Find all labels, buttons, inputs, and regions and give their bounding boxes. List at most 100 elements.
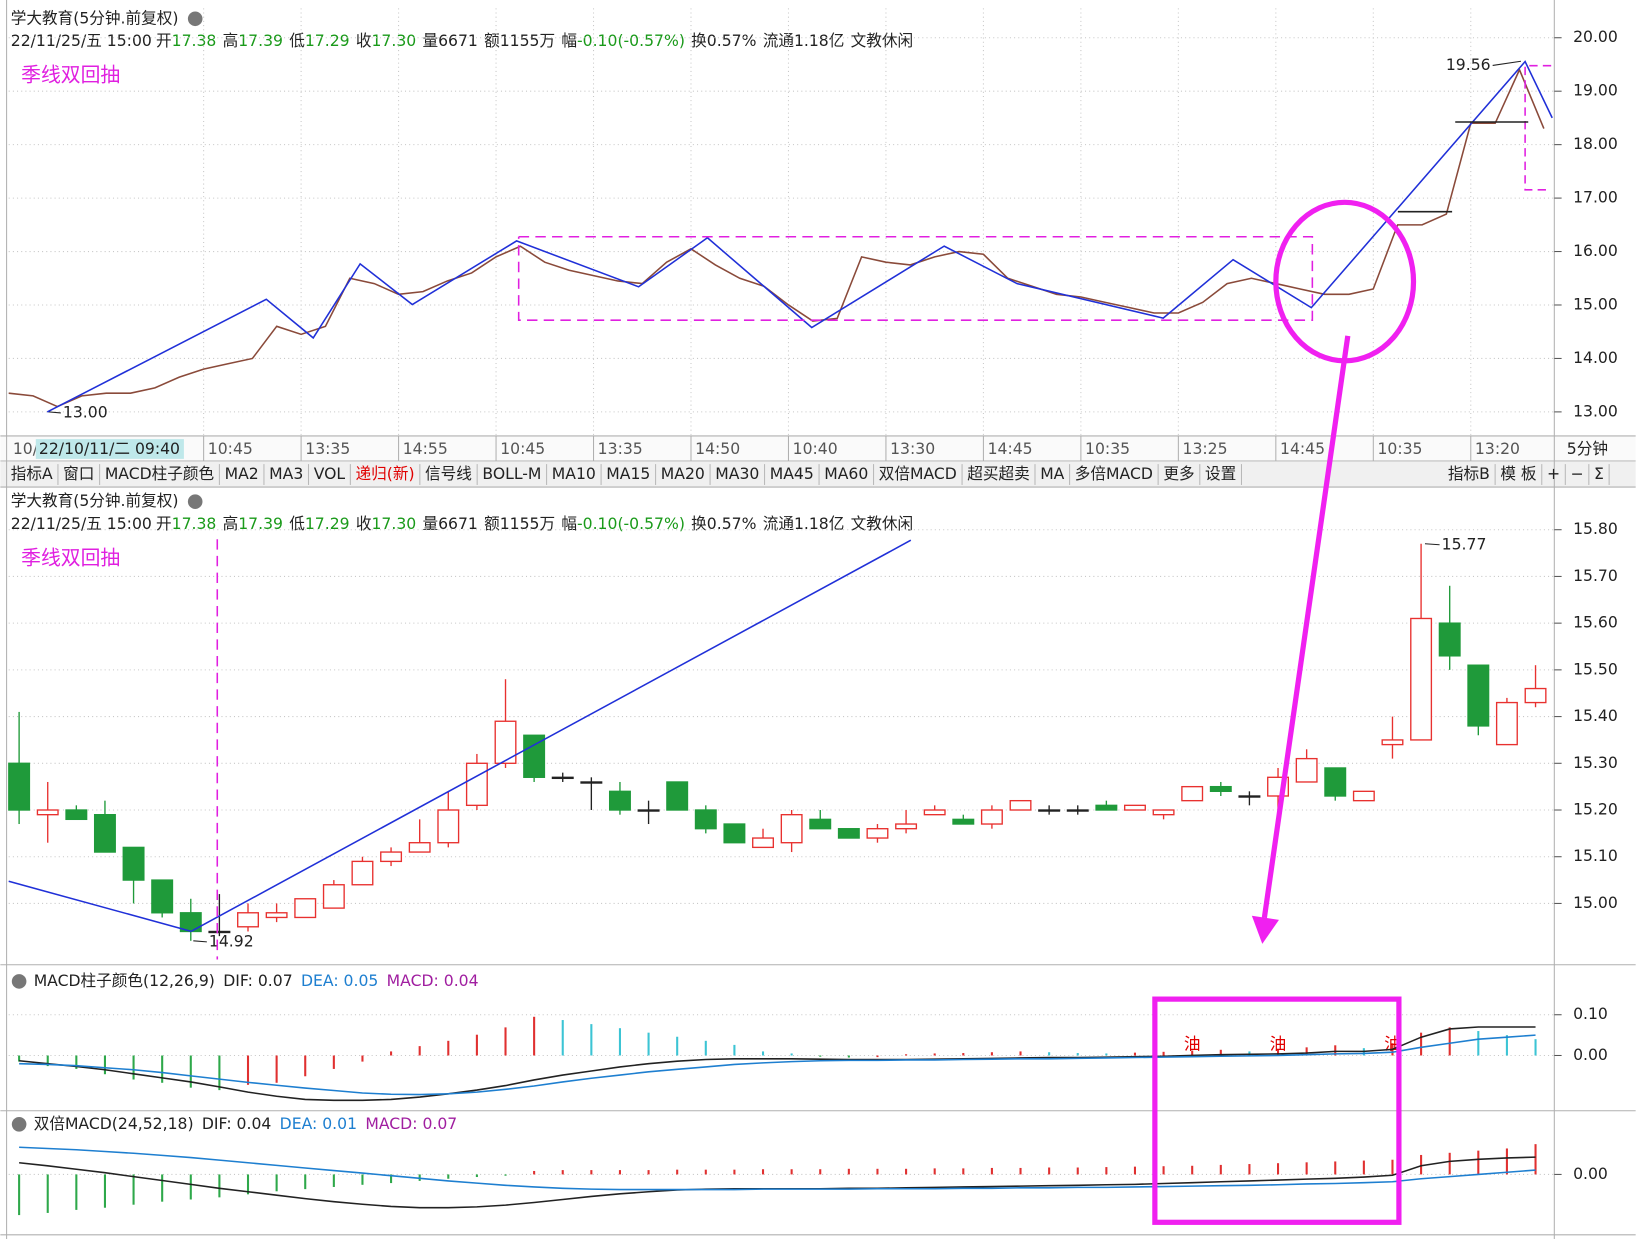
toolbar-band <box>0 462 1636 488</box>
y-tick-label: 0.00 <box>1573 1164 1608 1183</box>
toolbar-button[interactable]: 模 板 <box>1500 464 1537 483</box>
toolbar-button[interactable]: 指标A <box>11 464 53 483</box>
y-tick-label: 0.10 <box>1573 1004 1608 1023</box>
highlight-box <box>1152 996 1402 1225</box>
quote-label: 开 <box>156 514 172 533</box>
panel-icon[interactable] <box>11 1116 27 1132</box>
toolbar-button[interactable]: MA10 <box>552 464 596 483</box>
quote-label: 幅 <box>561 31 577 50</box>
candle-body <box>93 814 116 853</box>
x-tick-label: 10:35 <box>1377 439 1422 458</box>
toolbar-button[interactable]: + <box>1547 464 1560 483</box>
quote-value: 6671 <box>438 31 478 50</box>
candle-body <box>1467 664 1490 727</box>
y-tick-label: 15.00 <box>1573 893 1618 912</box>
candle-body <box>780 814 803 844</box>
quote-label: 额 <box>484 31 500 50</box>
x-tick-label: 14:55 <box>403 439 448 458</box>
quote-label: 换 <box>691 31 707 50</box>
x-tick-label: 14:45 <box>1280 439 1325 458</box>
cursor-label: 22/10/11/二 09:40 <box>39 439 180 458</box>
dropdown-icon[interactable] <box>187 11 203 27</box>
quote-value: 17.29 <box>305 514 350 533</box>
indicator-title: MACD柱子颜色(12,26,9) <box>34 971 215 990</box>
y-tick-label: 15.60 <box>1573 613 1618 632</box>
quote-value: 0.57% <box>707 514 757 533</box>
toolbar-button[interactable]: MA3 <box>269 464 303 483</box>
legend-item: DEA: 0.01 <box>280 1114 357 1133</box>
toolbar-button[interactable]: MA60 <box>824 464 868 483</box>
quote-value: 17.30 <box>371 31 416 50</box>
period-label: 5分钟 <box>1567 439 1608 458</box>
candle-body <box>1295 757 1318 783</box>
candle-body <box>1095 804 1118 811</box>
candle-body <box>523 734 546 778</box>
candle-body <box>1324 767 1347 797</box>
indicator-line <box>19 1146 1536 1191</box>
toolbar-button[interactable]: 信号线 <box>425 464 472 483</box>
trend-line <box>190 539 912 933</box>
toolbar-button[interactable]: 更多 <box>1163 464 1194 483</box>
quote-label: 高 <box>223 514 239 533</box>
candle-body <box>237 912 259 928</box>
candle-body <box>1238 795 1261 798</box>
quote-value: 17.39 <box>238 514 283 533</box>
candle-body <box>1066 809 1089 812</box>
toolbar-button[interactable]: 指标B <box>1448 464 1490 483</box>
toolbar-button[interactable]: 双倍MACD <box>879 464 957 483</box>
quote-value: 1155万 <box>500 31 555 50</box>
toolbar-button[interactable]: MA <box>1040 464 1064 483</box>
toolbar-button[interactable]: MACD柱子颜色 <box>105 464 215 483</box>
candle-body <box>637 809 660 812</box>
x-tick-label: 10/ <box>13 439 39 458</box>
annotation-label: 13.00 <box>63 402 108 421</box>
candle-body <box>322 884 345 909</box>
toolbar-button[interactable]: 多倍MACD <box>1075 464 1153 483</box>
panel-icon[interactable] <box>11 974 27 989</box>
quote-label: 收 <box>356 31 372 50</box>
candle-body <box>265 912 288 919</box>
cursor-label-bg <box>35 439 184 459</box>
toolbar-button[interactable]: MA45 <box>770 464 814 483</box>
candle-body <box>151 879 174 914</box>
indicator-title: 双倍MACD(24,52,18) <box>34 1114 194 1133</box>
trend-line <box>8 880 192 933</box>
quote-label: 幅 <box>561 514 577 533</box>
candle-body <box>952 818 975 825</box>
toolbar-button[interactable]: MA20 <box>661 464 705 483</box>
toolbar-button[interactable]: Σ <box>1594 464 1604 483</box>
candle-body <box>723 823 746 844</box>
stock-title: 学大教育(5分钟.前复权) <box>11 491 179 510</box>
candle-body <box>8 762 31 811</box>
toolbar-button[interactable]: − <box>1571 464 1584 483</box>
toolbar-button[interactable]: BOLL-M <box>482 464 541 483</box>
y-tick-label: 15.70 <box>1573 566 1618 585</box>
annotation-arrow <box>48 411 61 414</box>
toolbar-button[interactable]: MA30 <box>715 464 759 483</box>
toolbar-button[interactable]: 递归(新) <box>356 464 415 483</box>
quote-value: -0.10(-0.57%) <box>577 514 685 533</box>
overlays <box>8 60 1553 1225</box>
toolbar-button[interactable]: MA2 <box>225 464 259 483</box>
toolbar-button[interactable]: 设置 <box>1205 464 1236 483</box>
toolbar-button[interactable]: MA15 <box>606 464 650 483</box>
dropdown-icon[interactable] <box>187 494 203 509</box>
charts: 学大教育(5分钟.前复权)22/11/25/五 15:00 开 17.38 高 17.3… <box>8 8 1618 1216</box>
candle-body <box>866 828 889 839</box>
y-tick-label: 18.00 <box>1573 134 1618 153</box>
quote-date: 22/11/25/五 15:00 <box>11 514 152 533</box>
indicator-name: 季线双回抽 <box>21 64 120 87</box>
quote-label: 流通 <box>763 514 795 533</box>
toolbar-button[interactable]: 超买超卖 <box>967 464 1030 483</box>
toolbar-button[interactable]: 窗口 <box>63 464 94 483</box>
indicator-line <box>19 1026 1536 1102</box>
quote-label: 量 <box>422 31 438 50</box>
toolbar-button[interactable]: VOL <box>314 464 346 483</box>
quote-value: 17.39 <box>238 31 283 50</box>
y-tick-label: 20.00 <box>1573 27 1618 46</box>
x-tick-label: 13:30 <box>890 439 935 458</box>
quote-label: 流通 <box>763 31 795 50</box>
